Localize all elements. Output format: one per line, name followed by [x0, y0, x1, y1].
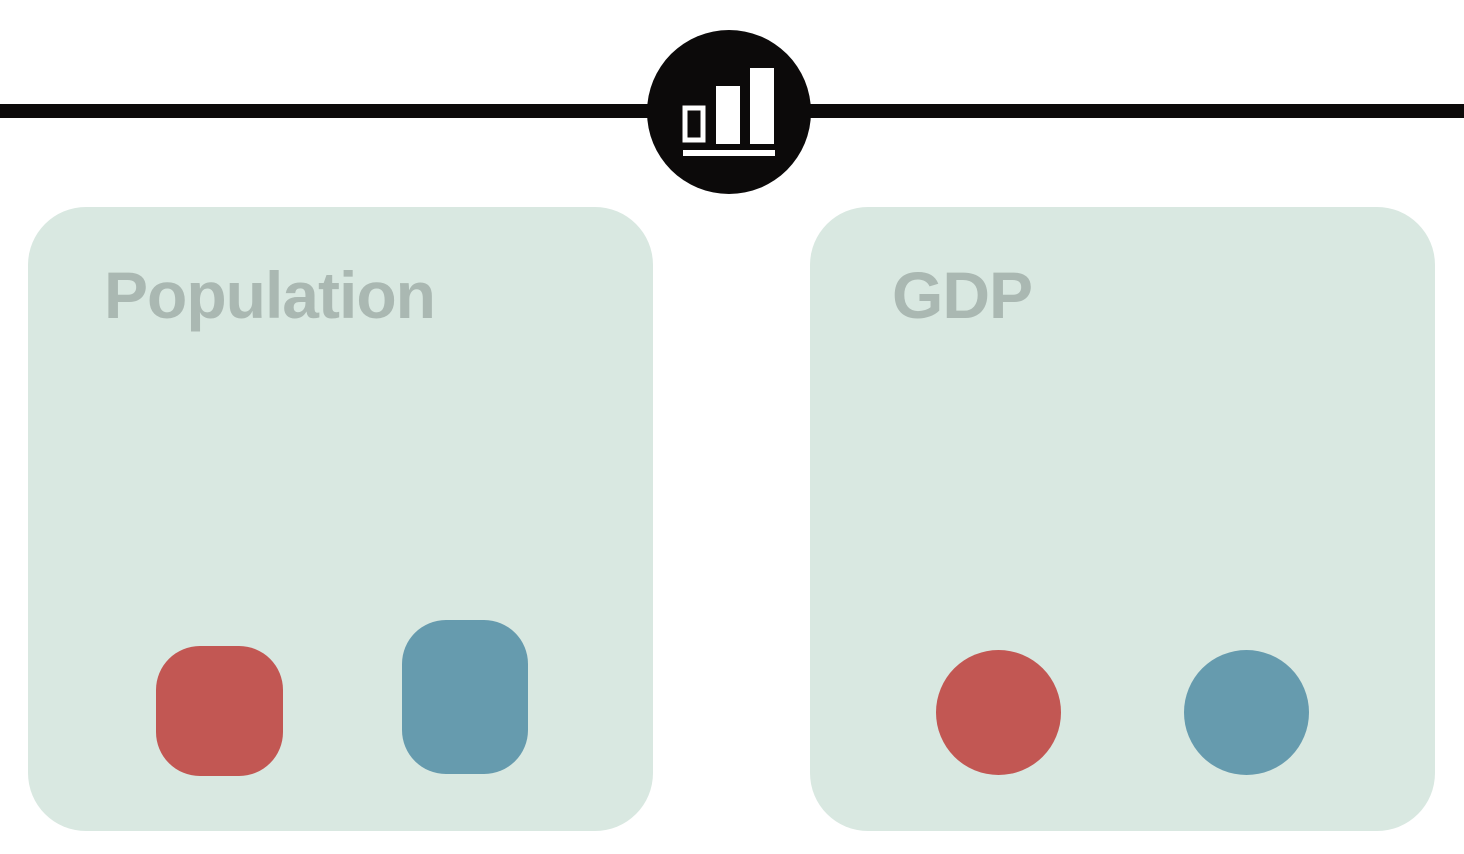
chart-badge — [647, 30, 811, 194]
population-red-marker — [156, 646, 283, 776]
gdp-title: GDP — [892, 258, 1033, 332]
gdp-blue-marker — [1184, 650, 1309, 775]
gdp-panel: GDP — [810, 207, 1435, 831]
population-title: Population — [104, 258, 436, 332]
population-blue-marker — [402, 620, 528, 774]
bar-chart-icon — [682, 68, 775, 156]
gdp-red-marker — [936, 650, 1061, 775]
population-panel: Population — [28, 207, 653, 831]
